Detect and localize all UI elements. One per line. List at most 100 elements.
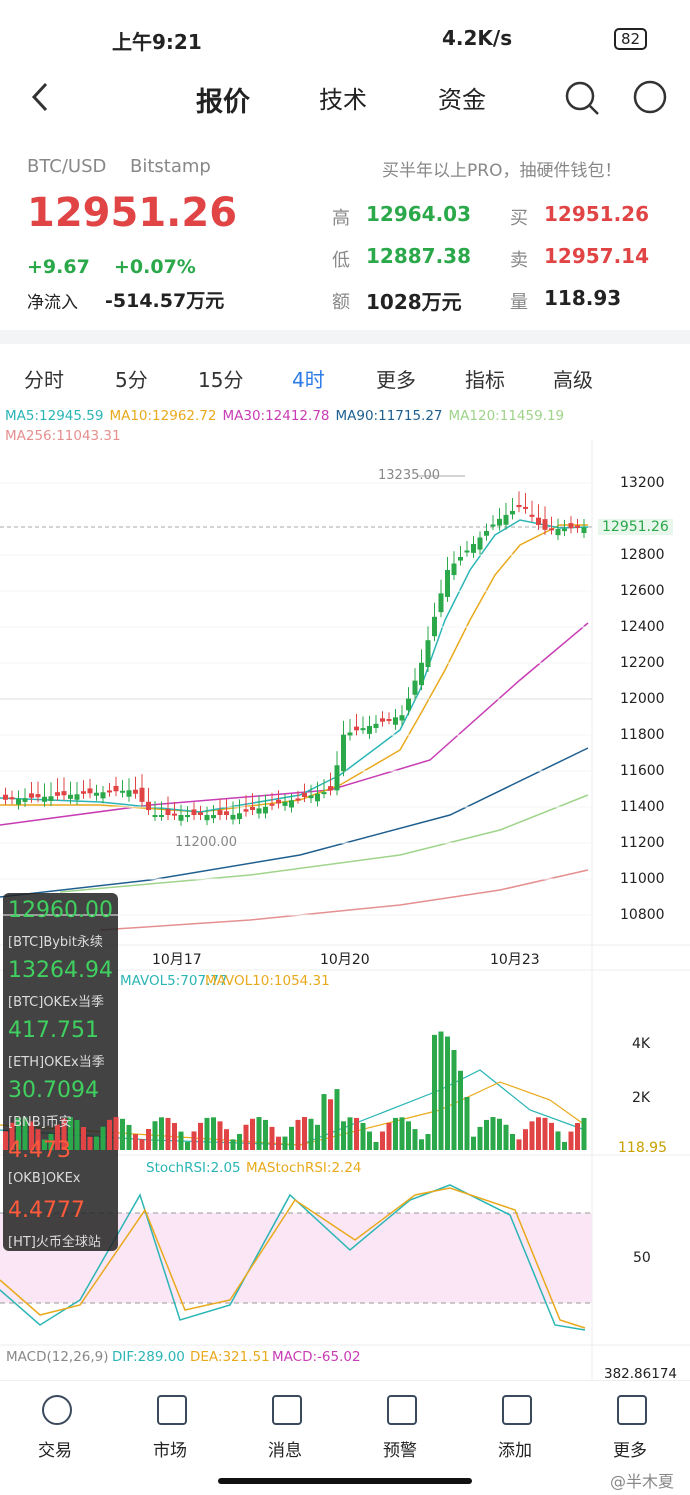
volume-bar	[282, 1136, 288, 1150]
macd-legend: MACD(12,26,9)	[6, 1349, 109, 1365]
volume-bar	[367, 1131, 372, 1150]
candle	[315, 793, 320, 802]
nav-label[interactable]: 添加	[498, 1441, 532, 1461]
nav-label[interactable]: 预警	[383, 1441, 417, 1461]
price-tick: 12200	[620, 655, 665, 671]
date-label: 10月17	[152, 952, 202, 968]
change: +9.67	[27, 256, 90, 278]
candle	[126, 790, 132, 797]
nav-tab[interactable]: 技术	[319, 86, 367, 114]
volume-bar	[185, 1141, 190, 1150]
nav-tab[interactable]: 资金	[438, 86, 486, 114]
volume-bar	[412, 1129, 418, 1150]
candle	[256, 808, 262, 814]
volume-bar	[35, 1129, 41, 1150]
watermark: @半木夏	[610, 1472, 675, 1491]
search-icon[interactable]	[565, 81, 595, 111]
nav-icon[interactable]	[42, 1395, 72, 1425]
overlay-price: 417.751	[8, 1018, 99, 1043]
nav-label[interactable]: 交易	[38, 1441, 72, 1461]
volume-bar	[152, 1121, 158, 1150]
nav-icon[interactable]	[157, 1395, 187, 1425]
nav-icon[interactable]	[502, 1395, 532, 1425]
bottom-nav	[0, 1380, 690, 1471]
volume-bar	[360, 1122, 366, 1150]
volume-bar	[497, 1118, 502, 1150]
volume-bar	[256, 1117, 262, 1150]
price: 12951.26	[27, 190, 238, 236]
volume-bar	[503, 1124, 509, 1150]
vol-legend: MAVOL10:1054.31	[205, 973, 330, 989]
candle	[22, 798, 28, 802]
candle	[250, 806, 255, 810]
volume-bar	[61, 1118, 67, 1150]
period-tab[interactable]: 指标	[465, 368, 505, 392]
price-tick: 12400	[620, 619, 665, 635]
volume-bar	[74, 1119, 80, 1150]
candle	[172, 813, 177, 816]
volume-bar	[9, 1122, 15, 1150]
candle	[263, 806, 268, 814]
low-marker: 11200.00	[175, 835, 238, 850]
volume-bar	[458, 1070, 463, 1150]
candle	[542, 519, 548, 530]
volume-bar	[347, 1117, 353, 1150]
period-tab[interactable]: 更多	[376, 368, 416, 392]
volume-bar	[159, 1117, 164, 1150]
vol-tick: 4K	[632, 1036, 651, 1052]
back-icon[interactable]	[31, 82, 48, 112]
period-tab[interactable]: 分时	[24, 368, 64, 392]
status-time: 上午9:21	[112, 30, 202, 54]
volume-bar	[276, 1136, 281, 1150]
stoch-legend: MAStochRSI:2.24	[246, 1160, 362, 1176]
candle	[120, 790, 125, 793]
ma-legend: MA256:11043.31	[5, 428, 121, 444]
volume-bar	[529, 1121, 535, 1150]
overlay-name: [BTC]OKEx当季	[8, 995, 104, 1010]
period-tab[interactable]: 15分	[198, 368, 244, 392]
candle	[471, 544, 476, 553]
ma-legend: MA10:12962.72	[109, 408, 217, 424]
nav-tab[interactable]: 报价	[196, 87, 250, 118]
ma90	[0, 747, 589, 898]
volume-bar	[87, 1136, 93, 1150]
menu-icon[interactable]	[633, 80, 667, 114]
candle	[289, 800, 294, 808]
volume-bar	[510, 1133, 515, 1150]
volume-bar	[393, 1117, 398, 1150]
candle	[16, 798, 21, 805]
volume-bar	[438, 1031, 444, 1150]
overlay-name: [BNB]币安	[8, 1115, 72, 1130]
nav-icon[interactable]	[617, 1395, 647, 1425]
nav-icon[interactable]	[387, 1395, 417, 1425]
candle	[367, 726, 372, 734]
overlay-price: 30.7094	[8, 1078, 99, 1103]
ma5	[0, 519, 589, 813]
volume-bar	[230, 1139, 236, 1150]
volume-bar	[484, 1119, 489, 1150]
candle	[412, 680, 418, 695]
candle	[386, 719, 392, 722]
nav-icon[interactable]	[272, 1395, 302, 1425]
candle	[328, 786, 333, 791]
volume-bar	[100, 1126, 106, 1150]
overlay-price: 12960.00	[8, 898, 113, 923]
status-speed: 4.2K/s	[442, 26, 513, 50]
nav-label[interactable]: 消息	[268, 1441, 302, 1461]
period-tab[interactable]: 4时	[292, 368, 325, 392]
volume-bar	[516, 1139, 522, 1150]
period-tab[interactable]: 5分	[115, 368, 148, 392]
period-tab[interactable]: 高级	[553, 368, 593, 392]
candle	[35, 794, 41, 798]
candle	[419, 662, 424, 686]
volume-bar	[386, 1122, 392, 1150]
stat-label: 额	[332, 292, 350, 313]
price-tick: 10800	[620, 907, 665, 923]
volume-bar	[237, 1133, 242, 1150]
ma256	[99, 869, 589, 931]
nav-label[interactable]: 更多	[613, 1441, 647, 1461]
vol-legend: MAVOL5:707.77	[120, 973, 228, 989]
volume-bar	[133, 1134, 138, 1150]
promo[interactable]: 买半年以上PRO，抽硬件钱包！	[382, 161, 622, 181]
nav-label[interactable]: 市场	[153, 1441, 187, 1461]
